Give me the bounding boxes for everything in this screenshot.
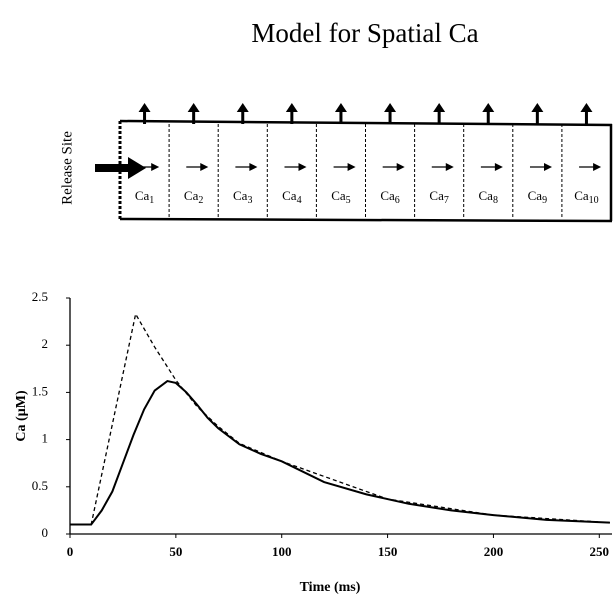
dashed-line [70, 312, 610, 526]
compartment-base: Ca [233, 188, 248, 203]
diffusion-arrowhead [396, 163, 405, 171]
efflux-arrow [236, 103, 249, 124]
efflux-arrow [285, 103, 298, 124]
efflux-arrow [138, 103, 151, 124]
compartment-sub: 4 [297, 195, 302, 206]
release-arrow [95, 157, 146, 179]
efflux-arrow [187, 103, 200, 124]
compartment-label: Ca7 [429, 188, 448, 206]
compartment-sub: 9 [542, 195, 547, 206]
compartment-label: Ca2 [184, 188, 203, 206]
box-top [119, 119, 613, 127]
compartment-sub: 6 [395, 195, 400, 206]
diffusion-arrowhead [593, 163, 602, 171]
compartment-label: Ca3 [233, 188, 252, 206]
box-bottom [119, 217, 613, 223]
compartment-sub: 3 [247, 195, 252, 206]
compartment-base: Ca [574, 188, 589, 203]
diffusion-arrowhead [494, 163, 503, 171]
x-axis-title: Time (ms) [300, 580, 361, 595]
y-tick-label: 0 [42, 525, 49, 540]
x-tick-label: 250 [590, 544, 610, 559]
efflux-arrow [433, 103, 446, 124]
efflux-arrow [384, 103, 397, 124]
compartment-base: Ca [282, 188, 297, 203]
compartment-base: Ca [479, 188, 494, 203]
x-tick-label: 50 [169, 544, 182, 559]
compartment-label: Ca9 [528, 188, 547, 206]
x-tick-label: 150 [378, 544, 398, 559]
x-tick-label: 100 [272, 544, 292, 559]
diffusion-arrowhead [200, 163, 209, 171]
efflux-arrow [531, 103, 544, 124]
compartment-label: Ca8 [479, 188, 498, 206]
y-tick-label: 2.5 [32, 289, 48, 304]
compartment-base: Ca [528, 188, 543, 203]
compartment-label: Ca4 [282, 188, 301, 206]
compartment-base: Ca [184, 188, 199, 203]
solid-line [70, 379, 610, 526]
compartment-base: Ca [135, 188, 150, 203]
compartment-sub: 7 [444, 195, 449, 206]
release-label: Release Site [59, 131, 75, 205]
diffusion-arrowhead [445, 163, 454, 171]
compartment-label: Ca10 [574, 188, 598, 206]
compartment-sub: 2 [198, 195, 203, 206]
y-tick-label: 1 [42, 431, 49, 446]
diffusion-arrowhead [151, 163, 160, 171]
compartment-base: Ca [380, 188, 395, 203]
compartment-sub: 8 [493, 195, 498, 206]
compartment-sub: 1 [149, 195, 154, 206]
compartment-base: Ca [429, 188, 444, 203]
x-tick-label: 200 [484, 544, 504, 559]
efflux-arrow [334, 103, 347, 124]
compartment-label: Ca5 [331, 188, 350, 206]
y-tick-label: 0.5 [32, 478, 48, 493]
plot: 0 50 100 150 200 250 0 0.5 1 1.5 2 2.5 Time (ms) Ca (… [14, 289, 612, 595]
efflux-arrow [580, 103, 593, 124]
compartment-label: Ca1 [135, 188, 154, 206]
diffusion-arrowhead [543, 163, 552, 171]
diffusion-arrowhead [298, 163, 307, 171]
compartment-label: Ca6 [380, 188, 399, 206]
diffusion-arrowhead [249, 163, 258, 171]
diagram: Release Site [59, 119, 613, 223]
x-tick-label: 0 [67, 544, 74, 559]
compartment-sub: 10 [589, 195, 599, 206]
efflux-arrow [482, 103, 495, 124]
compartment-base: Ca [331, 188, 346, 203]
y-tick-label: 1.5 [32, 383, 48, 398]
compartment-sub: 5 [346, 195, 351, 206]
y-tick-label: 2 [42, 336, 49, 351]
diffusion-arrowhead [347, 163, 356, 171]
y-axis-title: Ca (µM) [14, 390, 29, 442]
figure-title: Model for Spatial Ca [251, 18, 478, 48]
